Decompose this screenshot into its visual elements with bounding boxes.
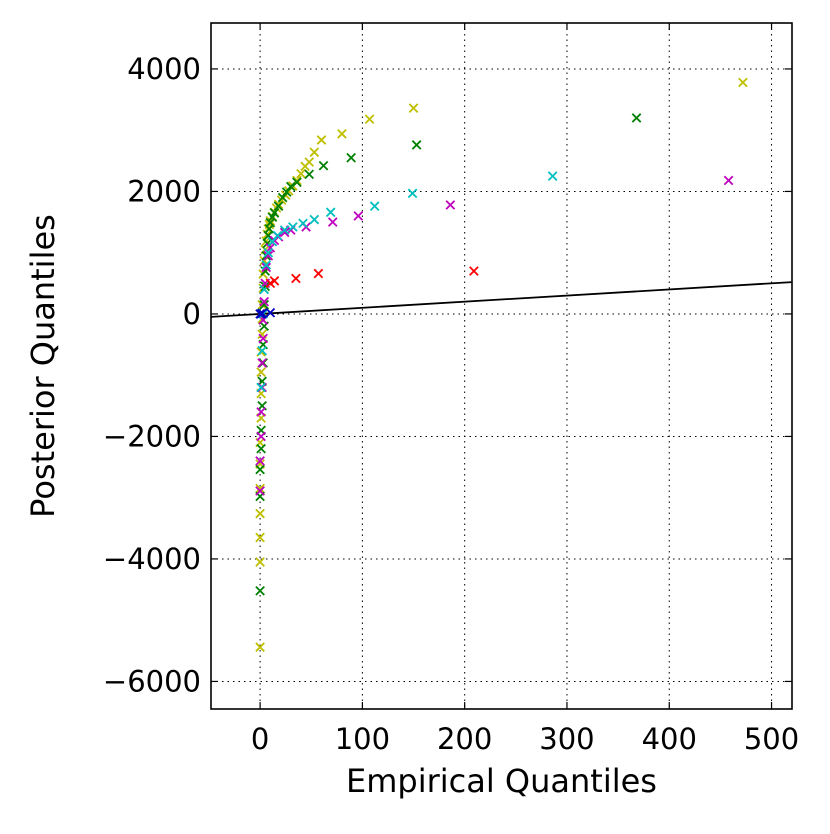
data-point <box>255 486 265 496</box>
data-point <box>261 262 272 273</box>
data-point <box>279 225 290 235</box>
data-point <box>272 230 283 241</box>
data-point <box>313 268 324 279</box>
data-point <box>304 157 315 167</box>
data-point <box>279 227 290 238</box>
series-2 <box>255 113 642 596</box>
data-point <box>269 208 280 218</box>
data-point <box>298 218 308 229</box>
data-point <box>263 247 274 258</box>
data-point <box>309 147 320 158</box>
data-point <box>257 308 267 319</box>
reference-line-layer <box>210 281 793 318</box>
data-point <box>257 358 267 368</box>
data-point <box>304 169 315 180</box>
data-point <box>281 187 292 197</box>
data-point <box>291 273 301 284</box>
data-point <box>408 103 419 113</box>
x-tick-labels: 0 100 200 300 400 500 <box>251 722 799 756</box>
data-point <box>309 214 320 225</box>
x-tick-label: 100 <box>335 722 390 756</box>
plot-frame <box>210 22 793 710</box>
data-point <box>445 200 456 210</box>
data-point <box>261 260 272 270</box>
data-point <box>256 367 266 377</box>
tick-marks <box>211 23 792 709</box>
data-point <box>296 168 306 179</box>
data-point <box>265 242 276 253</box>
x-tick-label: 400 <box>642 722 697 756</box>
data-point <box>353 211 364 221</box>
series-6 <box>255 307 276 319</box>
y-tick-label: −2000 <box>103 419 201 453</box>
data-points <box>255 77 748 652</box>
data-point <box>255 464 265 475</box>
y-tick-label: −6000 <box>103 664 201 698</box>
data-point <box>337 129 347 139</box>
data-point <box>285 181 296 192</box>
x-axis-label: Empirical Quantiles <box>346 762 657 800</box>
series-1 <box>255 77 748 652</box>
data-point <box>287 222 298 232</box>
x-tick-label: 500 <box>744 722 799 756</box>
series-3 <box>255 175 734 496</box>
data-point <box>259 296 270 307</box>
data-point <box>369 201 380 211</box>
data-point <box>325 207 336 218</box>
x-tick-label: 0 <box>251 722 269 756</box>
data-point <box>407 188 418 199</box>
y-tick-label: 0 <box>183 297 201 331</box>
data-point <box>738 77 748 88</box>
data-point <box>255 557 265 567</box>
data-point <box>256 443 266 454</box>
data-point <box>277 192 288 203</box>
data-point <box>265 307 276 318</box>
y-tick-label: 4000 <box>127 52 201 86</box>
reference-line <box>210 281 793 318</box>
data-point <box>258 333 269 344</box>
data-point <box>469 266 479 276</box>
y-tick-label: 2000 <box>127 174 201 208</box>
data-point <box>364 114 375 124</box>
data-point <box>255 483 265 494</box>
data-point <box>255 456 265 466</box>
y-tick-labels: −6000 −4000 −2000 0 2000 4000 <box>103 52 201 699</box>
data-point <box>257 345 267 356</box>
y-axis-label: Posterior Quantiles <box>24 214 62 518</box>
data-point <box>255 585 265 596</box>
data-point <box>256 382 266 393</box>
y-tick-label: −4000 <box>103 542 201 576</box>
data-point <box>318 160 329 171</box>
data-point <box>273 201 284 211</box>
data-point <box>265 217 276 228</box>
data-point <box>327 217 338 227</box>
grid <box>211 23 792 709</box>
data-point <box>255 532 265 543</box>
data-point <box>547 171 558 181</box>
series-4 <box>256 171 558 393</box>
data-point <box>292 177 302 188</box>
data-point <box>411 140 422 150</box>
series-5 <box>265 266 479 289</box>
x-tick-label: 300 <box>539 722 594 756</box>
data-point <box>346 152 356 163</box>
data-point <box>256 407 266 417</box>
data-point <box>631 113 642 123</box>
data-point <box>723 175 734 186</box>
data-point <box>256 431 266 442</box>
data-point <box>259 299 270 310</box>
data-point <box>255 642 265 652</box>
data-point <box>255 508 265 519</box>
data-point <box>260 281 271 292</box>
x-tick-label: 200 <box>437 722 492 756</box>
data-point <box>316 135 327 145</box>
data-point <box>263 250 274 261</box>
data-point <box>269 276 280 286</box>
